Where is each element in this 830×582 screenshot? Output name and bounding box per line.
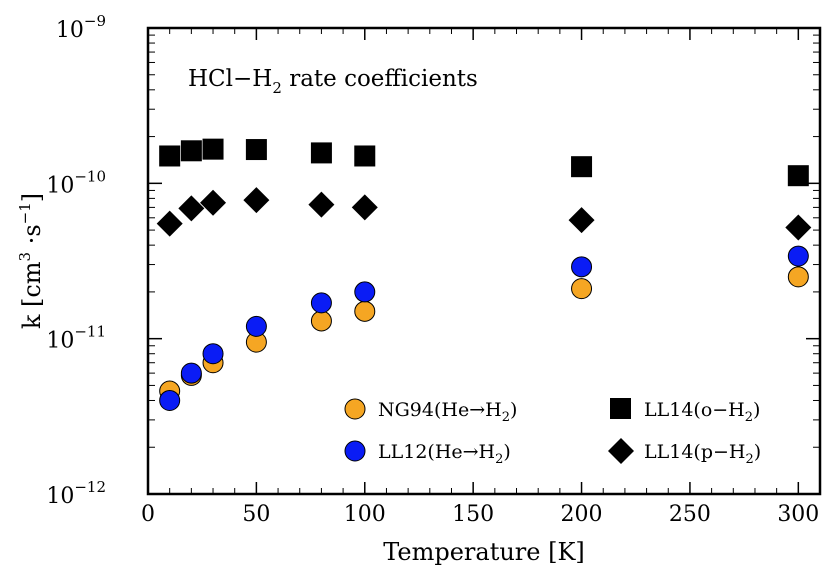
data-point-series-1: [571, 256, 593, 278]
y-axis-label-end: ]: [18, 193, 46, 202]
ticks: 0 50 100 150 200 250 300 10−12 10−11 10−10 10−9: [46, 12, 820, 527]
x-tick-label: 50: [242, 502, 270, 527]
y-tick-label: 10−11: [46, 323, 106, 354]
chart-title-rest: rate coefficients: [282, 66, 478, 92]
y-axis-label-main: k [cm: [18, 261, 46, 329]
x-tick-label: 100: [344, 502, 386, 527]
data-point-series-2: [354, 145, 376, 167]
data-point-series-2: [787, 165, 809, 187]
x-tick-label: 250: [669, 502, 711, 527]
data-point-series-2: [571, 156, 593, 178]
data-point-series-2: [310, 142, 332, 164]
data-point-series-3: [351, 194, 378, 221]
chart-title-sub: 2: [272, 79, 282, 97]
legend-label-ll12: LL12(He→H2): [378, 441, 511, 467]
legend-marker-ng94: [344, 398, 366, 420]
plot-frame: [146, 26, 822, 496]
legend: NG94(He→H2) LL12(He→H2) LL14(o−H2) LL14(…: [344, 398, 761, 467]
x-tick-label: 200: [561, 502, 603, 527]
y-axis-label-sup1: 3: [16, 252, 34, 262]
legend-marker-ll14-ortho: [610, 398, 631, 419]
data-point-series-2: [180, 140, 202, 162]
y-tick-label: 10−9: [56, 12, 106, 43]
data-point-series-1: [354, 281, 376, 303]
data-point-series-1: [787, 245, 809, 267]
data-point-series-3: [568, 207, 595, 234]
data-points: [156, 138, 812, 411]
x-tick-label: 0: [141, 502, 155, 527]
data-point-series-3: [156, 210, 183, 237]
data-point-series-3: [785, 214, 812, 241]
legend-marker-ll14-para: [608, 438, 634, 464]
data-point-series-1: [310, 292, 332, 314]
data-point-series-3: [200, 189, 227, 216]
chart-title-main: HCl−H: [188, 66, 272, 92]
data-point-series-3: [178, 195, 205, 222]
data-point-series-0: [787, 266, 809, 288]
data-point-series-2: [245, 139, 267, 161]
y-tick-label: 10−10: [46, 167, 106, 198]
y-axis-label: k [cm3 ·s−1]: [16, 193, 46, 329]
chart-title: HCl−H2 rate coefficients: [188, 66, 478, 97]
legend-label-ng94: NG94(He→H2): [378, 399, 517, 425]
data-point-series-0: [354, 300, 376, 322]
data-point-series-2: [202, 138, 224, 160]
data-point-series-1: [180, 362, 202, 384]
x-axis-label: Temperature [K]: [383, 538, 585, 566]
y-tick-label: 10−12: [46, 478, 106, 509]
data-point-series-3: [308, 191, 335, 218]
data-point-series-1: [245, 315, 267, 337]
y-axis-label-mid: ·s: [18, 224, 46, 252]
legend-marker-ll12: [344, 440, 366, 462]
x-tick-label: 150: [452, 502, 494, 527]
x-tick-label: 300: [777, 502, 819, 527]
legend-label-ll14-para: LL14(p−H2): [644, 441, 761, 467]
legend-label-ll14-ortho: LL14(o−H2): [644, 399, 760, 425]
y-axis-label-sup2: −1: [16, 202, 34, 224]
data-point-series-2: [159, 145, 181, 167]
data-point-series-1: [159, 389, 181, 411]
data-point-series-1: [202, 343, 224, 365]
data-point-series-0: [310, 310, 332, 332]
data-point-series-3: [243, 187, 270, 214]
data-point-series-0: [571, 278, 593, 300]
